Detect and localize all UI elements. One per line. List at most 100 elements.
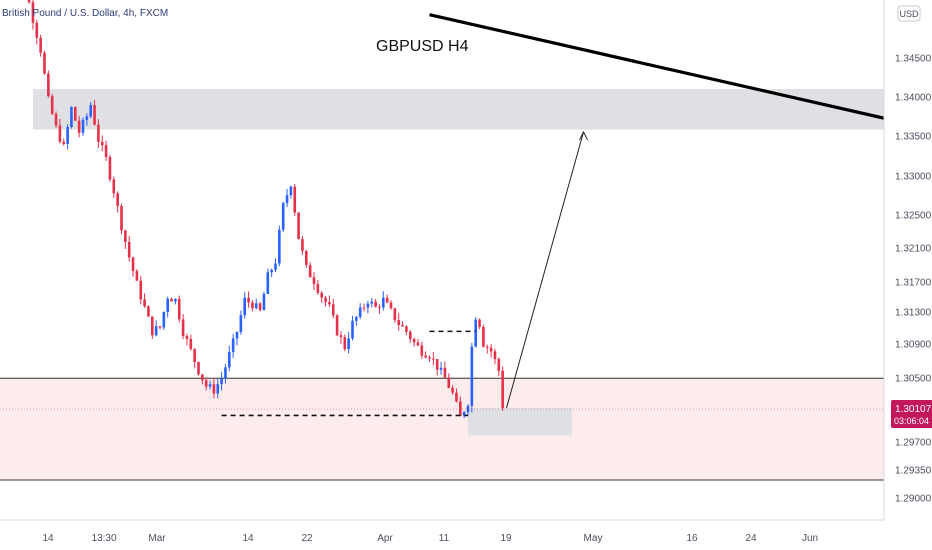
candle-body	[239, 315, 243, 332]
candle-body	[127, 241, 131, 258]
candle-body	[401, 324, 404, 327]
last-price-label: 1.30107	[895, 404, 932, 415]
candle-body	[339, 335, 343, 338]
candle-body	[493, 351, 497, 360]
price-axis-bg	[884, 0, 932, 550]
price-tick-label: 1.34500	[895, 54, 932, 65]
candle-body	[170, 298, 173, 302]
candle-body	[158, 326, 162, 328]
candle-body	[254, 303, 258, 309]
candle-body	[154, 326, 158, 336]
date-tick-label: May	[584, 533, 603, 544]
price-tick-label: 1.32500	[895, 211, 932, 222]
date-tick-label: 11	[439, 533, 450, 544]
date-tick-label: 14	[242, 533, 254, 544]
candle-body	[385, 297, 389, 303]
date-tick-label: 22	[301, 533, 313, 544]
price-tick-label: 1.32100	[895, 244, 932, 255]
candle-body	[424, 355, 427, 358]
symbol-info: British Pound / U.S. Dollar, 4h, FXCM	[2, 8, 168, 19]
chart-title: GBPUSD H4	[376, 38, 469, 55]
candle-body	[97, 124, 100, 142]
candle-body	[382, 297, 385, 308]
candle-body	[432, 358, 435, 360]
candle-body	[316, 284, 320, 293]
candle-body	[247, 297, 250, 303]
candle-body	[482, 326, 485, 347]
candle-body	[497, 359, 501, 371]
candle-body	[447, 377, 451, 388]
candle-body	[108, 157, 112, 180]
candle-body	[312, 277, 316, 285]
candle-body	[70, 107, 73, 128]
candle-body	[331, 304, 335, 316]
candle-body	[270, 269, 273, 273]
descending-trendline	[429, 13, 932, 131]
candle-body	[104, 145, 108, 158]
date-tick-label: 19	[500, 533, 512, 544]
candle-body	[335, 315, 339, 336]
price-tick-label: 1.31700	[895, 278, 932, 289]
candle-body	[474, 319, 477, 347]
candle-body	[224, 367, 227, 379]
candle-body	[416, 342, 420, 346]
candle-body	[378, 306, 381, 308]
last-price-badge	[891, 400, 932, 429]
candle-body	[266, 272, 270, 294]
price-tick-label: 1.30500	[895, 374, 932, 385]
candle-body	[366, 303, 370, 308]
candle-body	[85, 116, 89, 120]
candle-body	[231, 338, 235, 353]
candle-body	[281, 203, 285, 230]
candle-body	[185, 335, 189, 339]
candle-body	[112, 179, 116, 194]
candle-body	[397, 320, 400, 325]
candle-body	[358, 307, 362, 317]
candle-body	[489, 347, 493, 352]
price-tick-label: 1.33000	[895, 172, 932, 183]
candle-body	[58, 125, 62, 142]
currency-button[interactable]	[897, 5, 921, 22]
candle-body	[262, 293, 266, 311]
date-tick-label: Mar	[148, 533, 166, 544]
candle-body	[324, 297, 327, 303]
candle-body	[470, 346, 474, 406]
candle-body	[362, 307, 366, 309]
candle-body	[451, 387, 454, 393]
candle-body	[31, 2, 35, 23]
candle-body	[120, 205, 123, 231]
candle-body	[278, 229, 281, 264]
candle-body	[389, 302, 393, 309]
candle-body	[189, 338, 193, 349]
date-tick-label: 16	[686, 533, 698, 544]
candle-body	[66, 127, 69, 144]
candle-body	[201, 374, 204, 381]
candle-body	[216, 384, 220, 394]
countdown-label: 03:06:04	[894, 416, 929, 426]
candle-body	[220, 378, 223, 385]
candle-body	[162, 311, 166, 328]
candle-body	[47, 73, 50, 97]
candle-body	[124, 230, 127, 242]
date-tick-label: Apr	[377, 533, 393, 544]
candle-body	[459, 401, 462, 416]
price-tick-label: 1.29350	[895, 466, 932, 477]
entry-zone	[468, 408, 572, 436]
candle-body	[235, 331, 239, 339]
candle-body	[27, 0, 31, 3]
candle-body	[77, 120, 81, 133]
candle-body	[308, 265, 312, 278]
candle-body	[393, 308, 397, 321]
candle-body	[343, 337, 347, 350]
currency-button-label: USD	[899, 9, 919, 19]
candle-body	[204, 380, 208, 387]
candle-body	[462, 411, 466, 416]
candle-body	[116, 193, 119, 206]
candle-body	[243, 297, 246, 316]
demand-zone	[0, 378, 884, 480]
candle-body	[412, 339, 416, 343]
price-tick-label: 1.29700	[895, 438, 932, 449]
date-tick-label: Jun	[802, 533, 818, 544]
